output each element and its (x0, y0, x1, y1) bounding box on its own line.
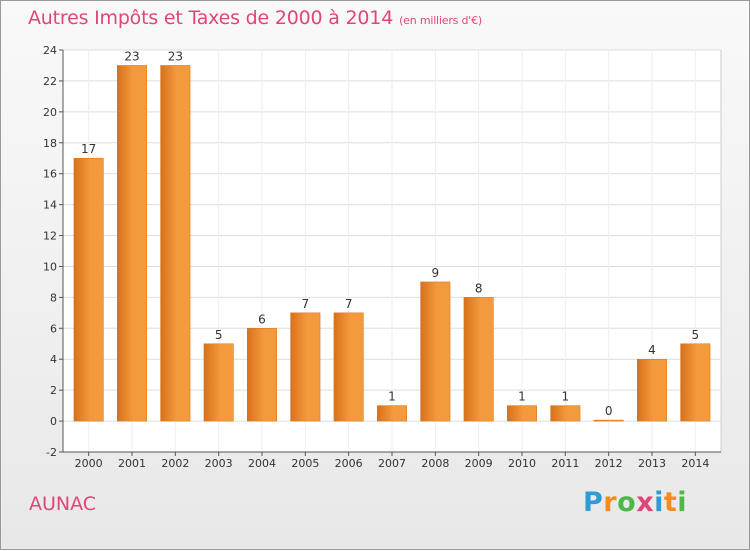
y-tick-label: 8 (50, 291, 57, 304)
data-label: 6 (258, 312, 266, 326)
data-label: 7 (302, 297, 310, 311)
bar (377, 405, 407, 422)
x-tick-label: 2010 (508, 457, 536, 470)
bar (593, 419, 624, 422)
data-label: 4 (648, 343, 656, 357)
logo-letter: r (603, 487, 618, 518)
bar (507, 405, 537, 422)
bar (680, 343, 711, 422)
bar (290, 312, 321, 422)
bar (420, 281, 451, 422)
y-tick-label: -2 (46, 446, 57, 459)
logo-letter: x (636, 487, 655, 518)
chart-title: Autres Impôts et Taxes de 2000 à 2014 (en… (28, 7, 482, 29)
y-tick-label: 0 (50, 415, 57, 428)
bar (117, 65, 147, 422)
data-label: 17 (81, 142, 96, 156)
x-tick-label: 2004 (248, 457, 276, 470)
x-tick-label: 2013 (638, 457, 666, 470)
data-label: 1 (388, 390, 396, 404)
y-tick-label: 18 (43, 137, 57, 150)
bar (203, 343, 234, 422)
y-tick-label: 16 (43, 168, 57, 181)
data-label: 8 (475, 281, 483, 295)
proxiti-logo[interactable]: Proxiti (583, 487, 687, 518)
x-tick-label: 2014 (681, 457, 709, 470)
data-label: 5 (692, 328, 700, 342)
logo-letter: i (677, 487, 688, 518)
x-tick-label: 2003 (205, 457, 233, 470)
bar (463, 297, 494, 422)
x-tick-label: 2002 (161, 457, 189, 470)
bars (73, 65, 711, 422)
bar (73, 157, 104, 422)
data-label: 23 (168, 49, 183, 63)
x-tick-label: 2000 (75, 457, 103, 470)
x-tick-label: 2011 (551, 457, 579, 470)
data-label: 5 (215, 328, 223, 342)
bar (637, 358, 667, 422)
location-label: AUNAC (29, 493, 97, 515)
x-tick-label: 2001 (118, 457, 146, 470)
y-tick-label: 12 (43, 230, 57, 243)
y-tick-label: 20 (43, 106, 57, 119)
bar (550, 405, 581, 422)
data-label: 9 (432, 266, 440, 280)
x-tick-label: 2012 (595, 457, 623, 470)
y-tick-label: 10 (43, 260, 57, 273)
logo-letter: o (617, 487, 637, 518)
x-tick-label: 2005 (291, 457, 319, 470)
logo-letter: P (583, 487, 604, 518)
data-label: 7 (345, 297, 353, 311)
y-tick-label: 22 (43, 75, 57, 88)
data-labels: 17 23 23 5 6 7 7 1 9 8 1 1 0 4 5 (81, 49, 699, 418)
data-label: 23 (124, 49, 139, 63)
logo-letter: i (654, 487, 664, 518)
data-label: 1 (562, 390, 570, 404)
data-label: 1 (518, 390, 526, 404)
bar (160, 65, 191, 422)
data-label: 0 (605, 404, 613, 418)
x-tick-label: 2009 (465, 457, 493, 470)
y-tick-label: 14 (43, 199, 57, 212)
y-tick-label: 24 (43, 44, 57, 57)
bar (247, 328, 277, 422)
x-tick-label: 2007 (378, 457, 406, 470)
y-tick-label: 2 (50, 384, 57, 397)
x-tick-label: 2008 (421, 457, 449, 470)
x-tick-label: 2006 (335, 457, 363, 470)
y-tick-label: 4 (50, 353, 57, 366)
y-tick-label: 6 (50, 322, 57, 335)
chart-subtitle: (en milliers d'€) (399, 14, 482, 27)
logo-letter: t (663, 487, 678, 518)
bar (333, 312, 364, 422)
